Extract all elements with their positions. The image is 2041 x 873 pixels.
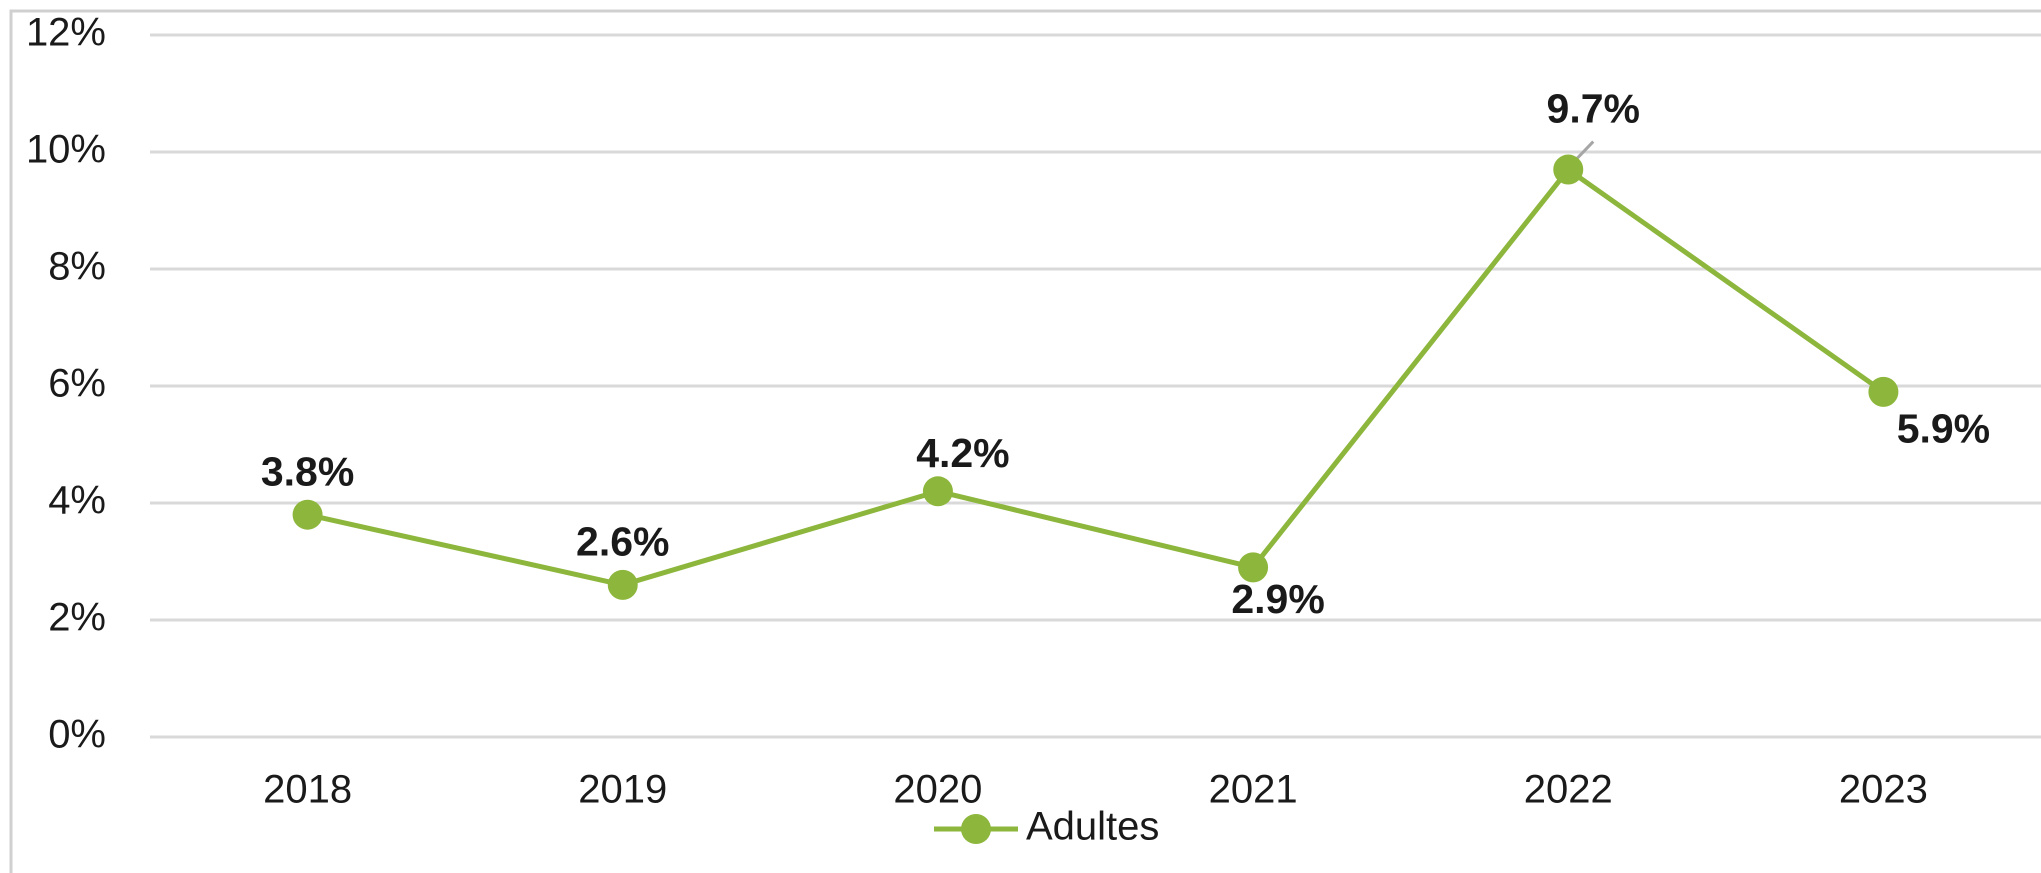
marker [1238,552,1269,583]
marker [292,499,323,530]
y-tick-label: 12% [26,11,106,55]
y-tick-label: 0% [48,713,106,757]
y-tick-label: 8% [48,245,106,289]
marker [1553,154,1584,185]
legend-marker [961,814,991,844]
legend-label: Adultes [1026,805,1159,849]
x-tick-label: 2020 [893,768,982,812]
x-tick-label: 2019 [578,768,667,812]
marker [607,569,638,600]
x-tick-label: 2023 [1839,768,1928,812]
marker [1868,376,1899,407]
data-label: 2.6% [576,519,669,565]
y-tick-label: 6% [48,362,106,406]
data-label: 2.9% [1231,576,1324,622]
chart-border [9,9,2041,873]
x-tick-label: 2018 [263,768,352,812]
marker [922,476,953,507]
y-tick-label: 2% [48,596,106,640]
x-tick-label: 2022 [1524,768,1613,812]
data-label: 4.2% [916,430,1009,476]
y-tick-label: 10% [26,128,106,172]
series-line [307,166,1885,588]
data-label: 3.8% [261,449,354,495]
data-label: 5.9% [1897,406,1990,452]
data-label: 9.7% [1547,85,1640,131]
x-tick-label: 2021 [1209,768,1298,812]
y-tick-label: 4% [48,479,106,523]
